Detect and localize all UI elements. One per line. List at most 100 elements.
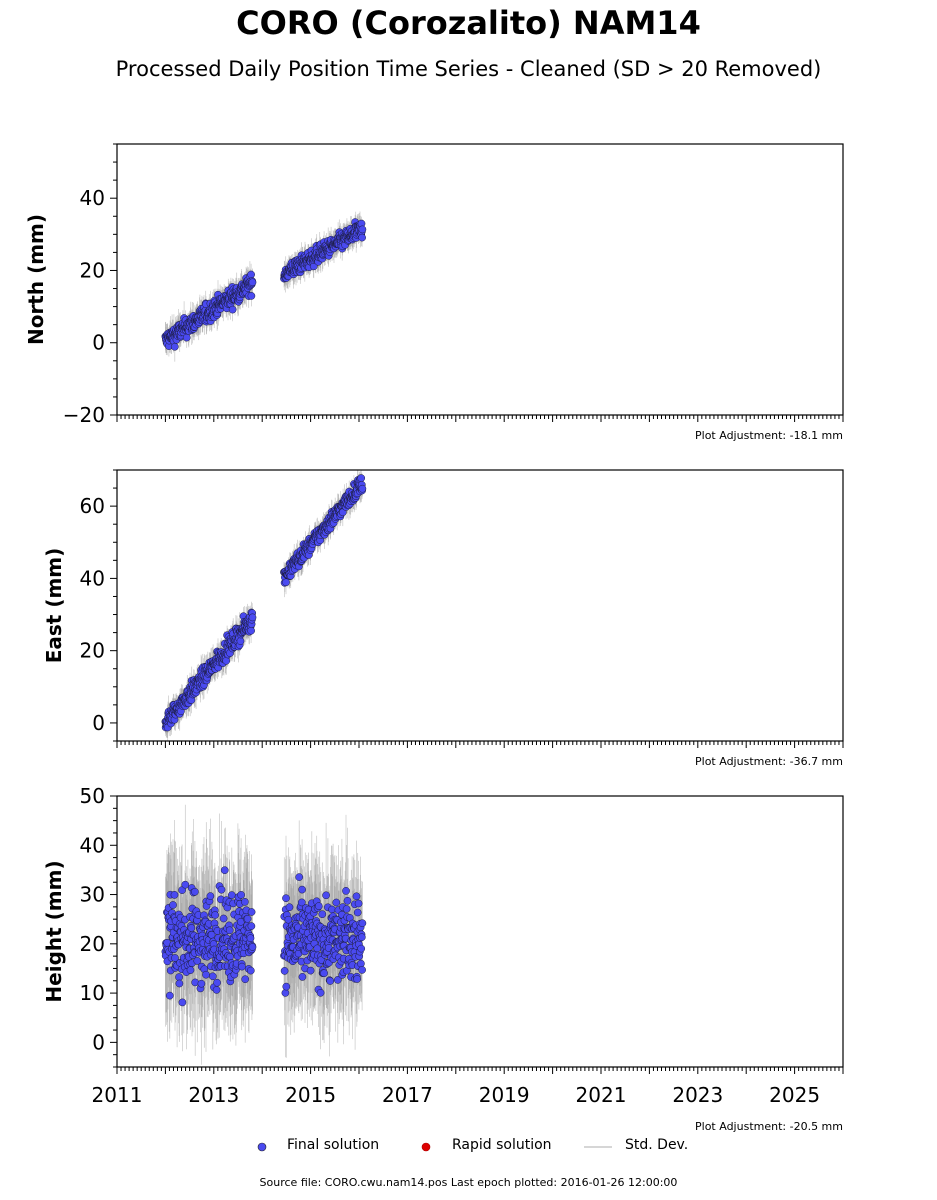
data-point <box>354 899 363 908</box>
data-point <box>282 894 290 903</box>
data-point <box>353 975 361 983</box>
data-point <box>181 880 190 889</box>
north-plot-adjustment: Plot Adjustment: -18.1 mm <box>695 429 843 442</box>
y-tick-label: 40 <box>80 833 105 857</box>
x-tick-label: 2015 <box>285 1083 336 1107</box>
data-point <box>318 910 327 919</box>
data-point <box>246 934 255 943</box>
data-point <box>206 892 215 900</box>
y-tick-label: 10 <box>80 981 105 1005</box>
x-tick-label: 2011 <box>92 1083 143 1107</box>
data-point <box>357 474 366 482</box>
north-frame <box>116 143 844 416</box>
data-point <box>197 979 206 988</box>
data-point <box>175 979 184 988</box>
data-point <box>282 982 291 991</box>
x-tick-label: 2021 <box>576 1083 627 1107</box>
y-tick-label: 60 <box>80 494 105 518</box>
x-tick-label: 2023 <box>672 1083 723 1107</box>
data-point <box>306 966 315 975</box>
data-point <box>175 973 183 981</box>
y-tick-label: 50 <box>80 784 105 808</box>
north-final-solution-points <box>161 218 367 351</box>
data-point <box>238 962 246 971</box>
data-point <box>326 977 335 985</box>
data-point <box>241 975 250 984</box>
north-y-axis-label: North (mm) <box>24 214 48 345</box>
data-point <box>182 333 191 342</box>
data-point <box>211 911 219 919</box>
data-point <box>212 986 221 994</box>
north-plot-area <box>161 211 367 362</box>
source-text: Source file: CORO.cwu.nam14.pos Last epo… <box>259 1176 678 1189</box>
data-point <box>332 898 341 907</box>
y-tick-label: 20 <box>80 258 105 282</box>
data-point <box>220 866 229 875</box>
data-point <box>202 970 210 979</box>
data-point <box>191 887 199 896</box>
y-tick-label: 0 <box>92 331 105 355</box>
chart-title: CORO (Corozalito) NAM14 <box>236 4 701 42</box>
data-point <box>342 905 351 913</box>
data-point <box>333 976 342 984</box>
data-point <box>227 891 236 899</box>
height-plot-adjustment: Plot Adjustment: -20.5 mm <box>695 1120 843 1133</box>
y-tick-label: 30 <box>80 883 105 907</box>
height-panel: 0 10 20 30 40 50 2011 2013 2015 2017 2019 2021 2023 2… <box>42 784 844 1133</box>
data-point <box>219 914 228 923</box>
data-point <box>225 926 234 935</box>
x-tick-label: 2013 <box>188 1083 239 1107</box>
north-std-dev-bars <box>165 211 363 362</box>
std-dev-line-icon <box>584 1146 612 1148</box>
y-tick-label: −20 <box>63 403 105 427</box>
data-point <box>316 988 325 997</box>
data-point <box>169 901 177 909</box>
data-point <box>248 613 257 622</box>
data-point <box>193 957 202 965</box>
data-point <box>170 891 179 899</box>
y-tick-label: 20 <box>80 639 105 663</box>
data-point <box>314 902 323 910</box>
east-plot-area <box>161 470 367 741</box>
data-point <box>280 967 289 975</box>
data-point <box>178 998 187 1007</box>
data-point <box>358 233 366 242</box>
data-point <box>298 973 307 981</box>
y-tick-label: 0 <box>92 1030 105 1054</box>
data-point <box>186 966 195 974</box>
data-point <box>320 969 328 978</box>
data-point <box>295 873 304 881</box>
data-point <box>237 891 245 899</box>
data-point <box>358 484 367 493</box>
chart-subtitle: Processed Daily Position Time Series - C… <box>115 57 822 81</box>
data-point <box>358 966 366 974</box>
data-point <box>357 959 365 968</box>
rapid-solution-marker-icon <box>421 1142 431 1152</box>
data-point <box>352 892 361 901</box>
height-y-axis-label: Height (mm) <box>42 860 66 1002</box>
legend-label-std: Std. Dev. <box>625 1137 689 1153</box>
data-point <box>282 578 290 587</box>
north-panel: −20 0 20 40 North (mm) Plot Adjustment: -18.1… <box>24 143 844 442</box>
data-point <box>208 972 217 981</box>
y-tick-label: 0 <box>92 711 105 735</box>
data-point <box>248 278 257 287</box>
data-point <box>170 342 179 351</box>
east-final-solution-points <box>161 474 367 732</box>
data-point <box>165 991 174 1000</box>
data-point <box>247 292 256 300</box>
legend: Final solution Rapid solution Std. Dev. <box>0 1137 937 1157</box>
data-point <box>213 978 221 987</box>
data-point <box>247 922 256 930</box>
data-point <box>243 914 252 923</box>
x-tick-label: 2019 <box>479 1083 530 1107</box>
data-point <box>247 908 256 916</box>
legend-label-rapid: Rapid solution <box>452 1137 552 1153</box>
data-point <box>357 944 366 953</box>
data-point <box>328 905 336 914</box>
data-point <box>342 887 350 895</box>
data-point <box>358 225 367 234</box>
data-point <box>353 908 362 917</box>
x-tick-label: 2017 <box>382 1083 433 1107</box>
